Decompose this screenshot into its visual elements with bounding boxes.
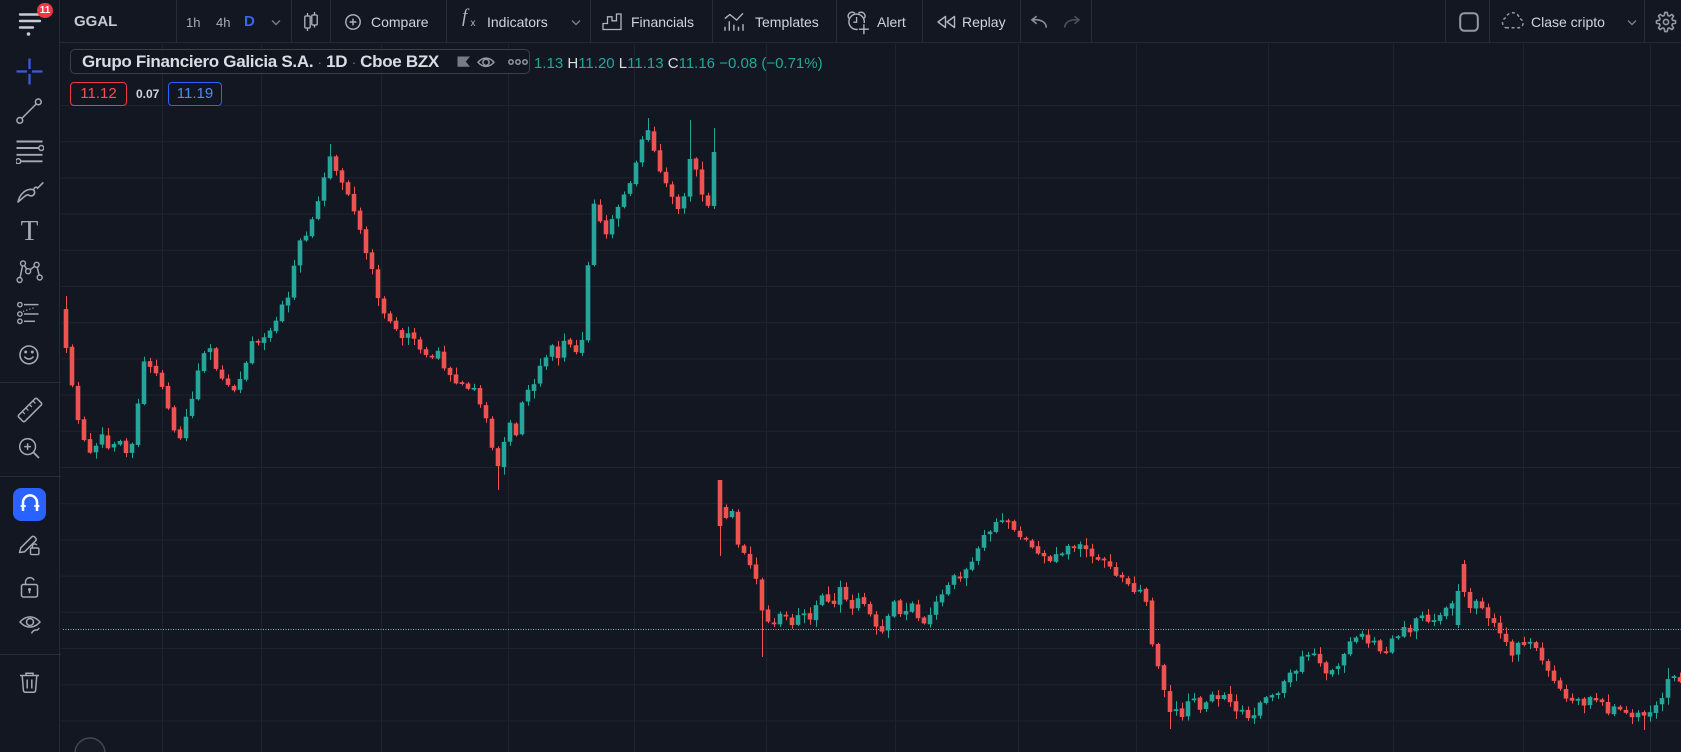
svg-text:f: f xyxy=(462,7,470,27)
svg-text:x: x xyxy=(471,18,476,29)
